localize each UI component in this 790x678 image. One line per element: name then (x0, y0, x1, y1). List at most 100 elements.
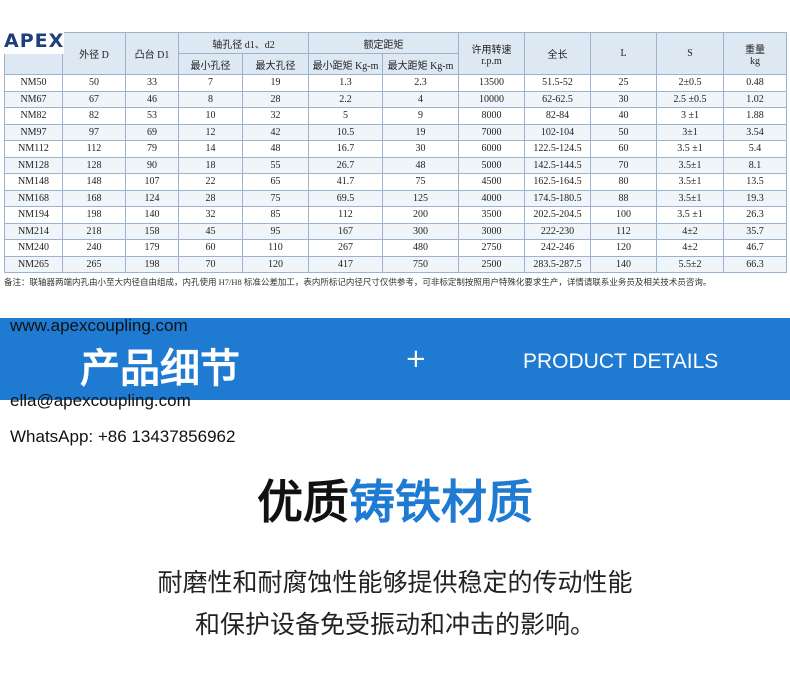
table-cell: 112 (308, 206, 383, 224)
table-cell: 179 (125, 239, 179, 257)
header-cell: 凸台 D1 (125, 32, 179, 75)
table-cell: NM82 (4, 107, 63, 125)
table-cell: NM148 (4, 173, 63, 191)
table-cell: 167 (308, 222, 383, 240)
table-cell: 97 (62, 123, 126, 141)
table-cell: 480 (382, 239, 459, 257)
table-cell: 2.5 ±0.5 (656, 90, 724, 108)
table-cell: NM194 (4, 206, 63, 224)
table-cell: 7 (178, 74, 243, 92)
header-row: 外径 D 凸台 D1 轴孔径 d1、d2 额定距矩 许用转速 r.p.m 全长 L S 重量 kg (4, 32, 787, 75)
table-cell: 3.5±1 (656, 189, 724, 207)
table-cell: 85 (242, 206, 309, 224)
text-line: 和保护设备免受振动和冲击的影响。 (194, 610, 595, 639)
table-cell: 60 (590, 140, 657, 158)
table-cell: 158 (125, 222, 179, 240)
header-label: 重量 (745, 44, 765, 56)
table-cell: 82-84 (524, 107, 591, 125)
table-cell: 267 (308, 239, 383, 257)
table-cell: 55 (242, 156, 309, 174)
header-cell: 重量 kg (723, 32, 787, 75)
table-row: NM82 82 53 10 32 5 9 8000 82-84 40 3 ±1 1.88 (4, 107, 787, 125)
table-row: NM148 148 107 22 65 41.7 75 4500 162.5-164.5 80 3.… (4, 173, 787, 191)
banner-title-cn: 产品细节 (80, 346, 240, 392)
table-cell: 79 (125, 140, 179, 158)
table-cell: 16.7 (308, 140, 383, 158)
table-cell: 5000 (458, 156, 525, 174)
table-cell: 110 (242, 239, 309, 257)
table-cell: 102-104 (524, 123, 591, 141)
website: www.apexcoupling.com (10, 316, 188, 335)
table-cell: 82 (62, 107, 126, 125)
table-row: NM112 112 79 14 48 16.7 30 6000 122.5-124.5 60 3.5… (4, 140, 787, 158)
table-note: 备注：联轴器两端内孔由小至大内径自由组成，内孔使用 H7/H8 标准公差加工，表… (4, 277, 712, 287)
table-cell: 70 (590, 156, 657, 174)
table-cell: 30 (590, 90, 657, 108)
table-cell: 70 (178, 255, 243, 273)
table-cell: 222-230 (524, 222, 591, 240)
table-cell: 19.3 (723, 189, 787, 207)
table-cell: 3±1 (656, 123, 724, 141)
table-cell: 40 (590, 107, 657, 125)
table-cell: 142.5-144.5 (524, 156, 591, 174)
table-cell: 62-62.5 (524, 90, 591, 108)
whatsapp: WhatsApp: +86 13437856962 (10, 427, 236, 446)
table-cell: 8.1 (723, 156, 787, 174)
table-cell: 148 (62, 173, 126, 191)
header-group: 额定距矩 (308, 32, 459, 54)
table-cell: NM97 (4, 123, 63, 141)
table-cell: 48 (242, 140, 309, 158)
heading-black: 优质 (257, 475, 349, 529)
table-cell: NM240 (4, 239, 63, 257)
header-cell: 全长 (524, 32, 591, 75)
table-cell: 50 (62, 74, 126, 92)
table-cell: 5.5±2 (656, 255, 724, 273)
table-cell: 200 (382, 206, 459, 224)
table-cell: NM214 (4, 222, 63, 240)
table-cell: 3.54 (723, 123, 787, 141)
table-cell: 10000 (458, 90, 525, 108)
header-row: 最小孔径 最大孔径 最小距矩 Kg-m 最大距矩 Kg-m (5, 53, 787, 75)
table-cell: 88 (590, 189, 657, 207)
table-cell: 112 (62, 140, 126, 158)
table-cell: 26.7 (308, 156, 383, 174)
table-cell: 300 (382, 222, 459, 240)
table-cell: 3 ±1 (656, 107, 724, 125)
table-cell: 168 (62, 189, 126, 207)
table-cell: 202.5-204.5 (524, 206, 591, 224)
table-cell: 19 (382, 123, 459, 141)
header-label: 凸台 D1 (134, 50, 170, 61)
table-cell: 30 (382, 140, 459, 158)
table-cell: 4 (382, 90, 459, 108)
table-cell: 242-246 (524, 239, 591, 257)
table-row: NM214 218 158 45 95 167 300 3000 222-230 112 4±2 35… (4, 222, 787, 240)
header-sub: 最大距矩 Kg-m (382, 53, 459, 75)
text-line: 耐磨性和耐腐蚀性能够提供稳定的传动性能 (157, 568, 633, 597)
table-cell: 6000 (458, 140, 525, 158)
table-cell: 417 (308, 255, 383, 273)
table-cell: 140 (590, 255, 657, 273)
logo: APEX (4, 30, 65, 54)
header-label: S (687, 48, 693, 59)
header-cell: 外径 D (62, 32, 126, 75)
table-cell: 120 (590, 239, 657, 257)
table-cell: 3000 (458, 222, 525, 240)
table-cell: 240 (62, 239, 126, 257)
header-label: 许用转速 (471, 44, 512, 56)
table-cell: 5 (308, 107, 383, 125)
table-cell: 50 (590, 123, 657, 141)
table-cell: 25 (590, 74, 657, 92)
table-cell: 4±2 (656, 222, 724, 240)
table-cell: 120 (242, 255, 309, 273)
table-cell: 7000 (458, 123, 525, 141)
header-cell: 许用转速 r.p.m (458, 32, 525, 75)
table-cell: 174.5-180.5 (524, 189, 591, 207)
email: ella@apexcoupling.com (10, 391, 191, 410)
table-cell: 80 (590, 173, 657, 191)
table-cell: 2.3 (382, 74, 459, 92)
table-cell: 218 (62, 222, 126, 240)
header-sub: 最小孔径 (178, 53, 243, 75)
heading-blue: 铸铁材质 (349, 475, 533, 529)
table-cell: 2500 (458, 255, 525, 273)
